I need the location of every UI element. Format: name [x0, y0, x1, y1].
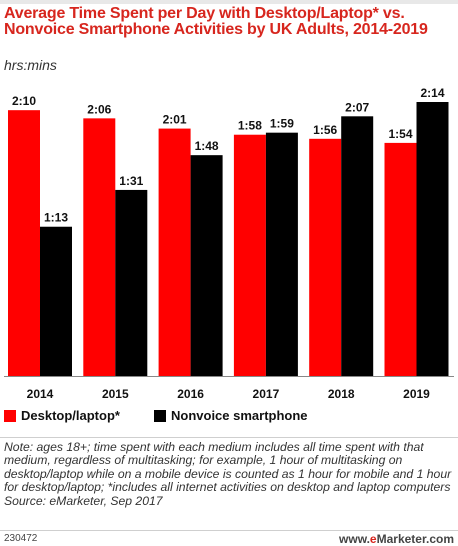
logo-suffix: .com	[425, 532, 454, 546]
bar-desktop-2019	[384, 142, 417, 376]
data-label-smartphone-2016: 1:48	[195, 139, 219, 153]
chart-id: 230472	[4, 533, 38, 544]
bar-desktop-2016	[158, 128, 191, 376]
x-tick-label-2015: 2015	[102, 387, 129, 401]
bar-desktop-2015	[83, 118, 116, 376]
chart-note: Note: ages 18+; time spent with each med…	[4, 440, 454, 508]
bar-desktop-2018	[309, 138, 342, 376]
data-label-desktop-2014: 2:10	[12, 94, 36, 108]
legend-item-desktop: Desktop/laptop*	[4, 408, 120, 423]
legend-label-desktop: Desktop/laptop*	[21, 408, 120, 423]
bar-desktop-2014	[8, 110, 40, 376]
chart-subtitle: hrs:mins	[4, 57, 57, 73]
bar-chart: 2:10 1:13 2014 2:06 1:31 2015 2:01 1:48 2016 1:58…	[4, 86, 454, 401]
legend-label-smartphone: Nonvoice smartphone	[171, 408, 308, 423]
logo-e: e	[369, 532, 377, 546]
bar-smartphone-2014	[40, 226, 72, 376]
x-tick-label-2017: 2017	[253, 387, 280, 401]
note-divider	[0, 437, 458, 438]
data-label-desktop-2017: 1:58	[238, 119, 262, 133]
data-label-smartphone-2018: 2:07	[345, 100, 369, 114]
data-label-smartphone-2014: 1:13	[44, 211, 68, 225]
bar-smartphone-2019	[416, 102, 449, 376]
top-rule	[0, 0, 458, 4]
bar-smartphone-2016	[190, 155, 223, 376]
legend: Desktop/laptop* Nonvoice smartphone	[4, 408, 454, 428]
footer: 230472 www.eMarketer.com	[0, 530, 458, 546]
data-label-desktop-2016: 2:01	[163, 113, 187, 127]
data-label-desktop-2019: 1:54	[388, 127, 412, 141]
bar-smartphone-2015	[115, 189, 148, 376]
data-label-desktop-2015: 2:06	[87, 102, 111, 116]
note-text: Note: ages 18+; time spent with each med…	[4, 440, 452, 495]
legend-swatch-smartphone	[154, 409, 166, 422]
data-label-smartphone-2017: 1:59	[270, 117, 294, 131]
logo-prefix: www.	[339, 532, 370, 546]
data-label-smartphone-2019: 2:14	[420, 86, 444, 100]
data-label-desktop-2018: 1:56	[313, 123, 337, 137]
x-tick-label-2018: 2018	[328, 387, 355, 401]
note-source: Source: eMarketer, Sep 2017	[4, 493, 163, 508]
legend-item-smartphone: Nonvoice smartphone	[154, 408, 308, 423]
x-tick-label-2016: 2016	[177, 387, 204, 401]
data-label-smartphone-2015: 1:31	[119, 174, 143, 188]
x-tick-label-2014: 2014	[27, 387, 54, 401]
logo-rest: Marketer	[376, 532, 426, 546]
x-tick-label-2019: 2019	[403, 387, 430, 401]
bar-smartphone-2018	[341, 116, 374, 377]
bar-smartphone-2017	[265, 132, 298, 376]
bar-desktop-2017	[233, 134, 266, 376]
legend-swatch-desktop	[4, 409, 16, 422]
emarketer-logo[interactable]: www.eMarketer.com	[339, 532, 454, 546]
chart-title: Average Time Spent per Day with Desktop/…	[4, 5, 428, 38]
